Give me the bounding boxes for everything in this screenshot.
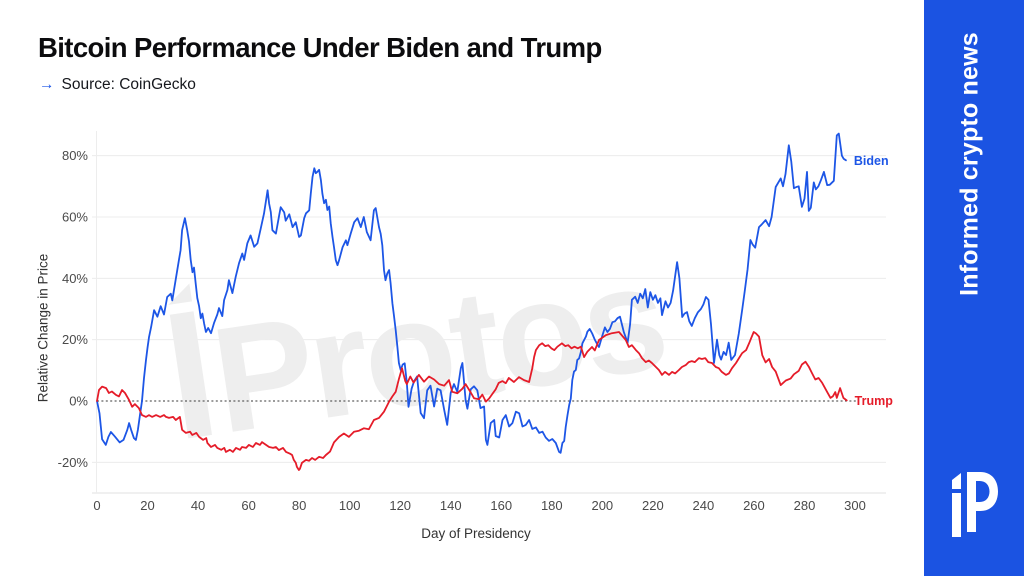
x-tick-label: 100 <box>339 498 361 513</box>
x-tick-label: 200 <box>591 498 613 513</box>
x-tick-label: 160 <box>490 498 512 513</box>
y-tick-label: 40% <box>62 271 88 286</box>
x-tick-label: 120 <box>389 498 411 513</box>
x-tick-label: 220 <box>642 498 664 513</box>
y-tick-label: 0% <box>69 394 88 409</box>
series-end-label-trump: Trump <box>855 394 894 408</box>
series-line-biden <box>96 132 847 454</box>
arrow-right-icon: → <box>39 76 55 93</box>
source-line: → Source: CoinGecko <box>39 76 196 94</box>
series-line-trump <box>96 331 848 471</box>
x-tick-label: 260 <box>743 498 765 513</box>
y-tick-label: -20% <box>58 455 89 470</box>
page-title: Bitcoin Performance Under Biden and Trum… <box>38 32 602 63</box>
x-tick-label: 140 <box>440 498 462 513</box>
x-tick-label: 80 <box>292 498 306 513</box>
x-tick-label: 300 <box>844 498 866 513</box>
chart-panel: Bitcoin Performance Under Biden and Trum… <box>36 32 894 541</box>
line-chart: 80% 60% 40% 20% 0% -20% Protos Biden Trump 0 20 40 6… <box>58 131 894 513</box>
x-tick-label: 40 <box>191 498 205 513</box>
y-tick-label: 60% <box>62 210 88 225</box>
source-text: Source: CoinGecko <box>61 76 196 93</box>
x-tick-label: 0 <box>93 498 100 513</box>
x-tick-label: 20 <box>140 498 154 513</box>
protos-logo-icon <box>952 472 998 537</box>
x-tick-label: 60 <box>241 498 255 513</box>
brand-tagline: Informed crypto news <box>955 32 984 296</box>
series-end-label-biden: Biden <box>854 154 889 168</box>
x-tick-label: 240 <box>693 498 715 513</box>
x-tick-label: 280 <box>794 498 816 513</box>
y-tick-label: 80% <box>62 148 88 163</box>
brand-sidebar: Informed crypto news <box>924 0 1024 576</box>
svg-text:Protos: Protos <box>203 232 674 465</box>
x-axis-title: Day of Presidency <box>421 526 531 541</box>
x-tick-label: 180 <box>541 498 563 513</box>
y-tick-label: 20% <box>62 332 88 347</box>
